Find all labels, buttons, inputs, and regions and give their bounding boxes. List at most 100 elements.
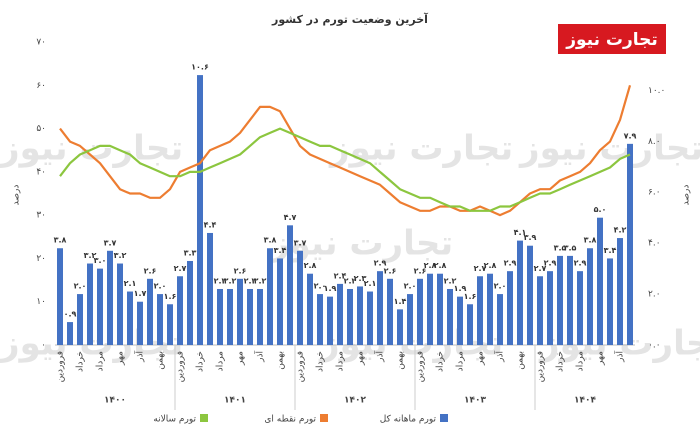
- logo-box: [558, 24, 666, 54]
- bar: [167, 304, 173, 345]
- bar: [127, 291, 133, 345]
- bar: [187, 260, 193, 345]
- bar: [307, 273, 313, 345]
- bar: [577, 271, 583, 345]
- x-tick-label: خرداد: [556, 351, 566, 372]
- bar: [147, 278, 153, 345]
- year-label: ۱۴۰۴: [574, 396, 596, 406]
- bar-value-label: ۳.۸: [584, 236, 597, 245]
- bar: [347, 288, 353, 345]
- bar: [567, 255, 573, 345]
- bar-value-label: ۳.۲: [114, 251, 127, 260]
- bar: [497, 294, 503, 345]
- bar: [437, 273, 443, 345]
- x-tick-label: فروردین: [176, 351, 186, 382]
- bar: [627, 143, 633, 345]
- legend-swatch: [440, 414, 448, 422]
- bar: [607, 258, 613, 345]
- bar: [77, 294, 83, 345]
- bar: [547, 271, 553, 345]
- bar: [377, 271, 383, 345]
- bar-value-label: ۲.۸: [484, 261, 497, 270]
- bar-value-label: ۲.۰: [154, 282, 167, 291]
- bar-value-label: ۲.۸: [304, 261, 317, 270]
- x-tick-label: مرداد: [456, 351, 466, 371]
- logo: تجارت نیوز: [565, 30, 658, 50]
- line: [59, 127, 631, 212]
- bar-value-label: ۲.۲: [214, 276, 227, 285]
- bar: [387, 278, 393, 345]
- bar: [247, 288, 253, 345]
- bar: [287, 225, 293, 345]
- bar: [157, 294, 163, 345]
- bar: [557, 255, 563, 345]
- bar-value-label: ۳.۸: [264, 236, 277, 245]
- bar-value-label: ۴.۷: [284, 213, 297, 222]
- legend-label: تورم سالانه: [153, 415, 196, 425]
- bar-value-label: ۲.۸: [424, 261, 437, 270]
- bar: [617, 238, 623, 345]
- legend-label: تورم ماهانه کل: [380, 415, 437, 425]
- x-tick-label: خرداد: [316, 351, 326, 372]
- x-tick-label: مرداد: [96, 351, 106, 371]
- y-tick-label: ۷۰: [36, 38, 46, 48]
- bar-value-label: ۲.۲: [224, 276, 237, 285]
- bar-value-label: ۳.۴: [604, 246, 617, 255]
- bar-value-label: ۳.۳: [184, 248, 197, 257]
- bar: [477, 276, 483, 345]
- bar-value-label: ۲.۹: [574, 259, 587, 268]
- bar-value-label: ۱.۷: [134, 289, 147, 298]
- x-tick-label: فروردین: [56, 351, 66, 382]
- bar: [207, 232, 213, 345]
- bar-value-label: ۳.۴: [274, 246, 287, 255]
- bar: [397, 309, 403, 345]
- bar-value-label: ۲.۲: [344, 276, 357, 285]
- bar-value-label: ۲.۱: [364, 279, 377, 288]
- bar-value-label: ۲.۹: [504, 259, 517, 268]
- bar-value-label: ۳.۹: [524, 233, 537, 242]
- bar-value-label: ۳.۵: [564, 243, 577, 252]
- legend-swatch: [200, 414, 208, 422]
- x-tick-label: آذر: [614, 351, 626, 363]
- bar: [297, 250, 303, 345]
- bar-value-label: ۲.۸: [434, 261, 447, 270]
- year-label: ۱۴۰۱: [224, 396, 246, 406]
- bar-value-label: ۱.۴: [394, 297, 407, 306]
- bar-value-label: ۵.۰: [594, 205, 607, 214]
- x-tick-label: فروردین: [416, 351, 426, 382]
- y-tick-label: ۴۰: [36, 167, 46, 177]
- x-tick-label: بهمن: [396, 351, 406, 370]
- bar: [367, 291, 373, 345]
- year-label: ۱۴۰۲: [344, 396, 366, 406]
- bar: [267, 248, 273, 345]
- x-tick-label: فروردین: [536, 351, 546, 382]
- x-tick-label: مهر: [356, 351, 366, 366]
- bar: [457, 296, 463, 345]
- watermark: تجارت نیوز: [328, 129, 513, 169]
- y2-tick-label: ۱۰.۰: [648, 86, 665, 96]
- bar-value-label: ۴.۱: [514, 228, 527, 237]
- bar-value-label: ۱.۹: [324, 284, 337, 293]
- x-tick-label: مهر: [236, 351, 246, 366]
- bar-value-label: ۲.۷: [474, 264, 487, 273]
- bar-value-label: ۱.۶: [464, 292, 477, 301]
- bar-value-label: ۳.۰: [94, 256, 107, 265]
- y-tick-label: ۲۰: [36, 254, 46, 264]
- y2-tick-label: ۲.۰: [648, 290, 661, 300]
- x-tick-label: مرداد: [336, 351, 346, 371]
- bar: [277, 258, 283, 345]
- y2-tick-label: ۰.۰: [648, 341, 661, 351]
- x-tick-label: بهمن: [156, 351, 166, 370]
- bar-value-label: ۰.۹: [64, 310, 77, 319]
- y2-tick-label: ۴.۰: [648, 239, 661, 249]
- bar-value-label: ۲.۶: [384, 266, 397, 275]
- bar-value-label: ۲.۱: [124, 279, 137, 288]
- chart-title: آخرین وضعیت تورم در کشور: [271, 12, 428, 26]
- x-tick-label: آذر: [134, 351, 146, 363]
- bar-value-label: ۳.۷: [294, 238, 307, 247]
- bar-value-label: ۲.۲: [254, 276, 267, 285]
- bar: [97, 268, 103, 345]
- legend-swatch: [320, 414, 328, 422]
- bar: [227, 288, 233, 345]
- bar: [137, 301, 143, 345]
